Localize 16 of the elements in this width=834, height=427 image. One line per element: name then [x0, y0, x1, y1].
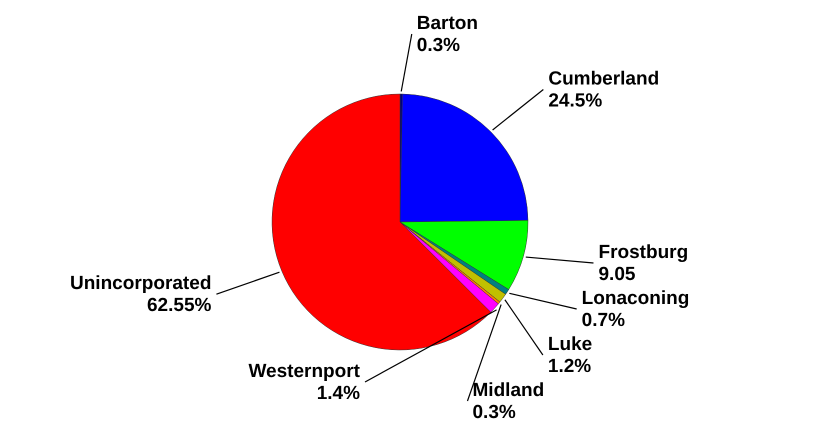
slice-label: Luke — [548, 334, 592, 355]
slice-label: Lonaconing — [582, 288, 690, 309]
slice-label: Unincorporated — [70, 273, 212, 294]
slice-label: Cumberland — [548, 68, 660, 90]
slice-label: Frostburg — [598, 242, 688, 263]
slice-label: Westernport — [248, 361, 361, 382]
data-label: 0.7% — [582, 310, 626, 331]
data-label: 0.3% — [472, 402, 516, 423]
data-label: 24.5% — [548, 90, 602, 112]
slice-label: Barton — [416, 13, 478, 34]
data-label: 0.3% — [416, 35, 460, 56]
slice-label: Midland — [472, 380, 544, 401]
data-label: 9.05 — [598, 264, 636, 285]
data-label: 1.2% — [548, 356, 592, 377]
data-label: 1.4% — [316, 383, 360, 404]
data-label: 62.55% — [146, 295, 212, 316]
